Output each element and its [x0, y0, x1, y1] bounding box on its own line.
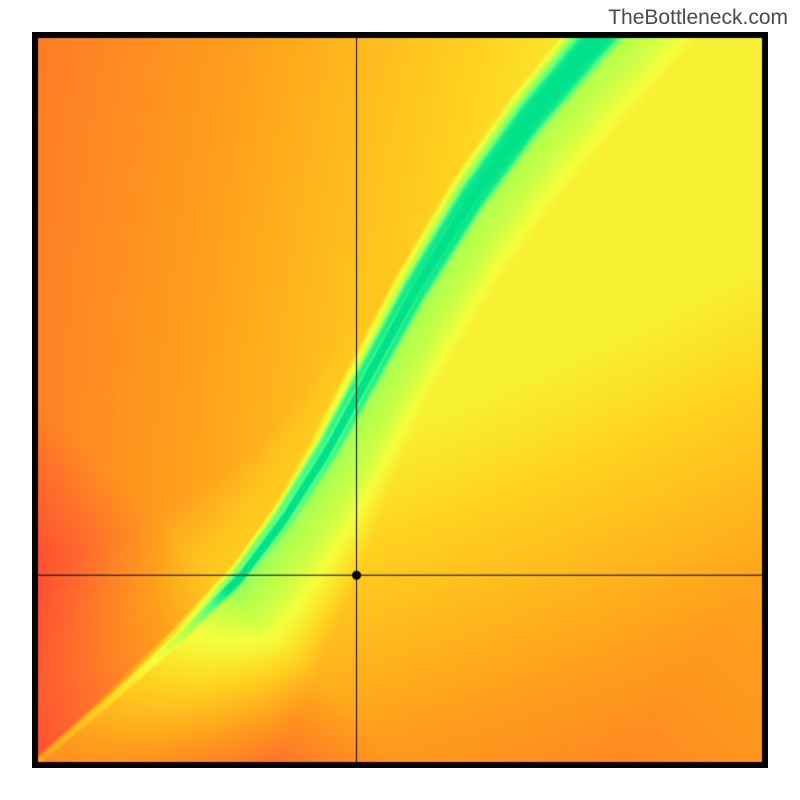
heatmap-plot — [32, 32, 768, 768]
heatmap-canvas — [32, 32, 768, 768]
chart-container: TheBottleneck.com — [0, 0, 800, 800]
watermark-text: TheBottleneck.com — [608, 6, 788, 30]
